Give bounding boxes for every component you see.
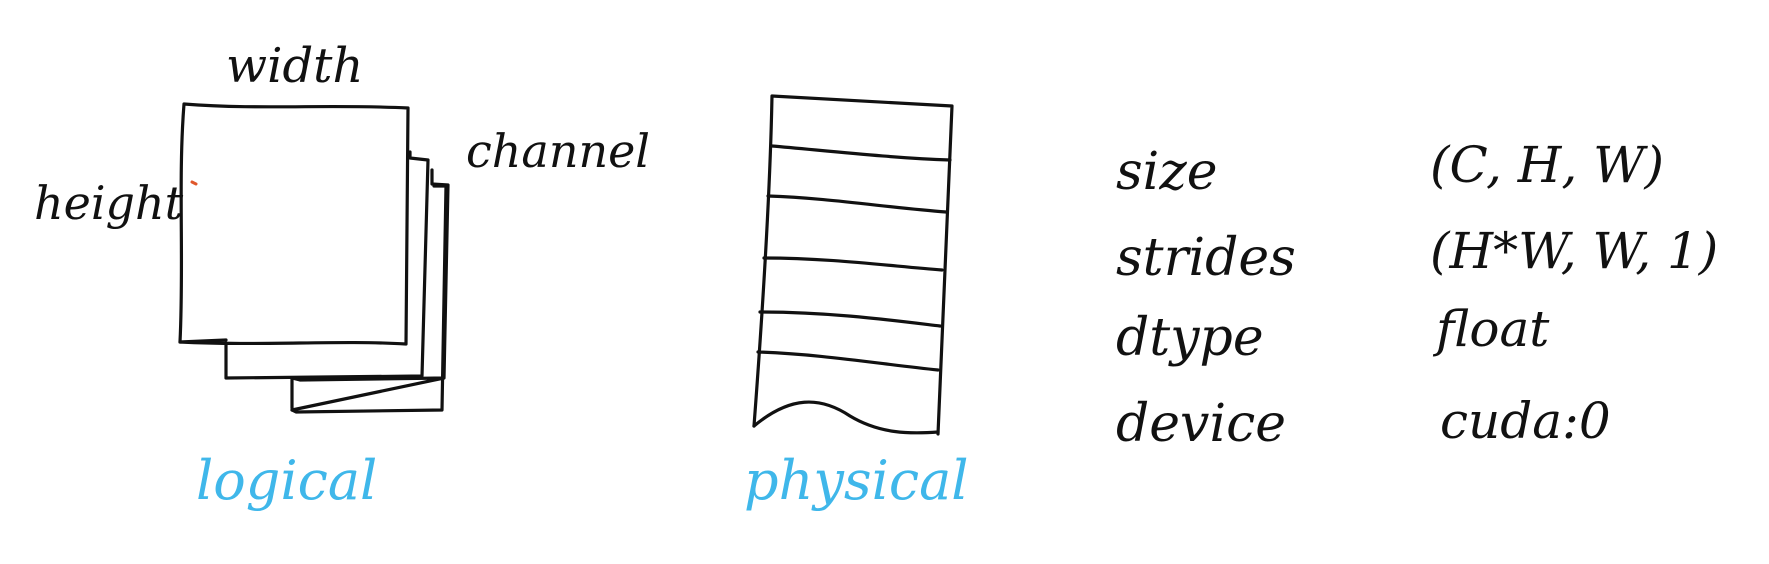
accent-mark: [190, 180, 198, 186]
memory-row-5: [756, 350, 940, 372]
channel-label: channel: [466, 124, 650, 178]
logical-caption: logical: [196, 449, 378, 512]
memory-wave: [752, 400, 940, 435]
memory-row-1: [770, 144, 952, 162]
property-name-size: size: [1116, 142, 1218, 202]
property-value-strides: (H*W, W, 1): [1430, 222, 1719, 280]
memory-strip: [752, 94, 954, 436]
width-label: width: [226, 38, 364, 94]
memory-row-4: [758, 310, 942, 328]
property-name-dtype: dtype: [1116, 308, 1264, 368]
property-value-size: (C, H, W): [1430, 136, 1665, 194]
physical-caption: physical: [744, 449, 969, 512]
property-value-dtype: float: [1436, 300, 1550, 358]
property-name-strides: strides: [1116, 228, 1296, 288]
height-label: height: [34, 176, 184, 230]
channel-sheet-back: [290, 168, 450, 412]
channel-sheet-middle: [224, 150, 430, 380]
property-name-device: device: [1116, 394, 1286, 454]
front-sheet: [178, 102, 410, 346]
memory-row-2: [766, 194, 948, 214]
property-value-device: cuda:0: [1440, 392, 1611, 450]
memory-row-3: [762, 256, 944, 272]
